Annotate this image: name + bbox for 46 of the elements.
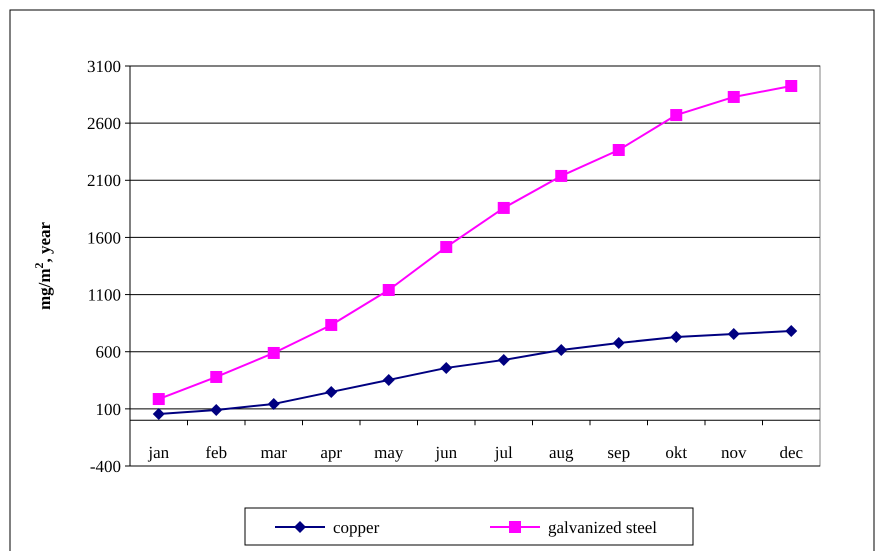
x-tick-label: mar [260, 443, 288, 462]
point [785, 325, 798, 338]
x-tick-label: may [374, 443, 404, 462]
legend-label: copper [333, 518, 380, 537]
y-tick-label: 1100 [88, 286, 121, 305]
x-tick-label: apr [320, 443, 342, 462]
y-tick-label: 2100 [87, 171, 121, 190]
point [670, 109, 682, 122]
x-tick-label: nov [721, 443, 747, 462]
x-tick-label: okt [665, 443, 688, 462]
y-tick-label: 1600 [87, 228, 121, 248]
point [152, 408, 165, 420]
point [382, 284, 395, 296]
x-tick-label: jul [494, 443, 513, 462]
point [555, 344, 568, 356]
y-tick-label: 600 [96, 342, 121, 362]
y-tick-label: 100 [96, 400, 121, 419]
point [555, 170, 568, 182]
point [670, 330, 682, 343]
point [325, 318, 338, 331]
point [612, 144, 625, 156]
x-tick-label: jan [147, 443, 170, 462]
point [325, 386, 338, 398]
point [152, 393, 165, 406]
x-tick-label: jun [434, 443, 458, 462]
point [382, 374, 395, 386]
point [785, 80, 798, 92]
point [498, 202, 510, 214]
point [268, 398, 280, 410]
y-tick-label: 3100 [87, 56, 121, 76]
legend-label: galvanized steel [548, 518, 658, 537]
point [440, 241, 452, 254]
y-tick-label: 2600 [87, 114, 121, 134]
point [440, 362, 452, 374]
x-tick-label: feb [205, 443, 228, 462]
x-tick-label: aug [548, 443, 574, 462]
y-tick-label: -400 [90, 456, 121, 476]
point [498, 354, 510, 366]
point [210, 370, 222, 383]
point [728, 328, 740, 340]
point [210, 404, 222, 416]
point [612, 337, 625, 350]
point [268, 346, 280, 359]
point [728, 90, 740, 103]
x-tick-label: sep [607, 443, 630, 462]
x-tick-label: dec [779, 443, 804, 462]
